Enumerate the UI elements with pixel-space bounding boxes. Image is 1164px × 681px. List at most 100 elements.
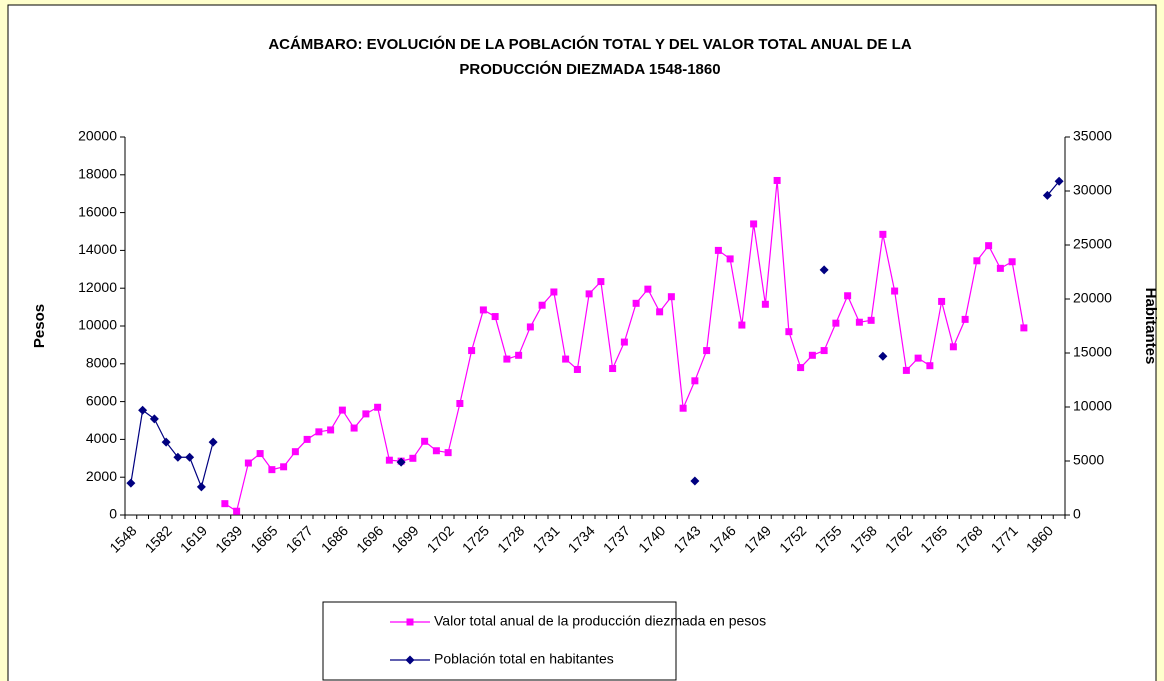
marker: [785, 328, 793, 336]
legend: [322, 601, 677, 681]
marker: [315, 428, 323, 436]
y-tick-label: 4000: [86, 430, 117, 446]
marker: [268, 466, 276, 474]
plot-area: [125, 137, 1065, 515]
marker: [585, 290, 593, 298]
marker: [1042, 190, 1052, 200]
marker: [879, 230, 887, 238]
marker: [409, 454, 417, 462]
marker: [1054, 176, 1064, 186]
marker: [855, 318, 863, 326]
chart-title: ACÁMBARO: EVOLUCIÓN DE LA POBLACIÓN TOTA…: [268, 35, 912, 53]
marker: [338, 406, 346, 414]
y-tick-label: 6000: [86, 392, 117, 408]
marker: [468, 347, 476, 355]
marker: [656, 308, 664, 316]
marker: [256, 450, 264, 458]
y2-axis-label: Habitantes: [1142, 288, 1159, 365]
marker: [949, 343, 957, 351]
marker: [138, 405, 148, 415]
marker: [196, 482, 206, 492]
marker: [644, 285, 652, 293]
chart-title: PRODUCCIÓN DIEZMADA 1548-1860: [459, 60, 720, 78]
y-tick-label: 0: [109, 506, 117, 522]
marker: [244, 459, 252, 467]
marker: [185, 452, 195, 462]
marker: [456, 399, 464, 407]
marker: [173, 452, 183, 462]
marker: [844, 292, 852, 300]
marker: [562, 355, 570, 363]
marker: [515, 351, 523, 359]
marker: [985, 242, 993, 250]
marker: [820, 347, 828, 355]
marker: [797, 364, 805, 372]
y-tick-label: 14000: [78, 241, 117, 257]
marker: [738, 321, 746, 329]
marker: [620, 338, 628, 346]
marker: [819, 265, 829, 275]
y-tick-label: 10000: [78, 317, 117, 333]
marker: [679, 404, 687, 412]
y2-tick-label: 0: [1073, 506, 1081, 522]
marker: [503, 355, 511, 363]
marker: [996, 264, 1004, 272]
marker: [208, 437, 218, 447]
marker: [233, 507, 241, 515]
marker: [444, 449, 452, 457]
marker: [891, 287, 899, 295]
marker: [538, 301, 546, 309]
marker: [926, 362, 934, 370]
marker: [632, 299, 640, 307]
marker: [374, 403, 382, 411]
y-tick-label: 12000: [78, 279, 117, 295]
marker: [432, 447, 440, 455]
y2-tick-label: 20000: [1073, 290, 1112, 306]
marker: [714, 246, 722, 254]
y-axis-label: Pesos: [31, 304, 48, 348]
marker: [303, 435, 311, 443]
marker: [667, 293, 675, 301]
marker: [280, 463, 288, 471]
marker: [149, 414, 159, 424]
marker: [761, 300, 769, 308]
y-tick-label: 16000: [78, 203, 117, 219]
marker: [406, 618, 414, 626]
marker: [526, 323, 534, 331]
marker: [690, 476, 700, 486]
marker: [396, 457, 406, 467]
y2-tick-label: 10000: [1073, 398, 1112, 414]
marker: [691, 377, 699, 385]
y2-tick-label: 15000: [1073, 344, 1112, 360]
marker: [867, 316, 875, 324]
marker: [773, 176, 781, 184]
marker: [609, 365, 617, 373]
marker: [161, 437, 171, 447]
legend-label: Valor total anual de la producción diezm…: [434, 613, 766, 629]
marker: [832, 319, 840, 327]
marker: [902, 366, 910, 374]
marker: [973, 257, 981, 265]
y2-tick-label: 30000: [1073, 182, 1112, 198]
marker: [808, 351, 816, 359]
marker: [291, 448, 299, 456]
marker: [938, 297, 946, 305]
marker: [126, 478, 136, 488]
marker: [405, 655, 415, 665]
marker: [726, 255, 734, 263]
legend-label: Población total en habitantes: [434, 651, 614, 667]
marker: [550, 288, 558, 296]
marker: [914, 354, 922, 362]
marker: [961, 315, 969, 323]
marker: [703, 347, 711, 355]
y-tick-label: 8000: [86, 355, 117, 371]
marker: [350, 424, 358, 432]
marker: [1008, 258, 1016, 266]
y2-tick-label: 5000: [1073, 452, 1104, 468]
marker: [479, 306, 487, 314]
y2-tick-label: 35000: [1073, 128, 1112, 144]
marker: [750, 220, 758, 228]
marker: [362, 410, 370, 418]
marker: [573, 365, 581, 373]
